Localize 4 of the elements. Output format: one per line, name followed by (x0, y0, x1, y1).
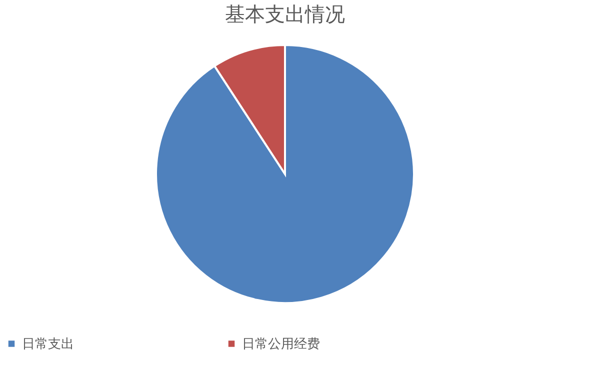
legend-label: 日常支出 (22, 336, 74, 352)
chart-title: 基本支出情况 (225, 2, 345, 26)
pie-slice (155, 44, 415, 304)
legend-label: 日常公用经费 (242, 336, 320, 352)
